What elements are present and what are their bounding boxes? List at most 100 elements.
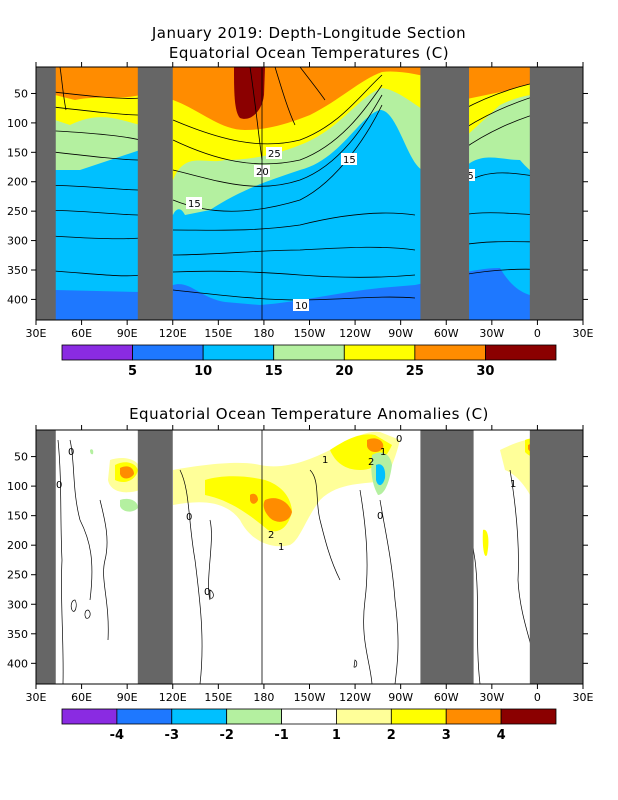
y-tick-label: 350 <box>7 628 28 641</box>
land-masks <box>36 430 583 684</box>
colorbar-label: 25 <box>406 364 424 379</box>
colorbar-swatch <box>226 708 282 725</box>
y-tick-label: 150 <box>7 510 28 523</box>
y-tick-label: 50 <box>14 451 28 464</box>
colorbar-swatch <box>281 708 337 725</box>
x-tick-label: 120E <box>159 327 187 340</box>
y-tick-label: 200 <box>7 176 28 189</box>
colorbar-label: 15 <box>265 364 283 379</box>
anomaly-region-cool-2 <box>376 464 386 486</box>
contour-label-15-b: 15 <box>188 199 201 210</box>
anomaly-label-0-f: 0 <box>396 434 402 445</box>
x-tick-label: 180 <box>253 327 274 340</box>
colorbar-label: -4 <box>110 728 124 743</box>
x-tick-label: 30E <box>26 691 47 704</box>
land-mask-3 <box>529 67 583 320</box>
colorbar-label: 3 <box>442 728 451 743</box>
chart2-title: Equatorial Ocean Temperature Anomalies (… <box>129 405 489 423</box>
anomaly-label-1-b: 1 <box>278 542 284 553</box>
y-tick-label: 250 <box>7 569 28 582</box>
y-tick-label: 300 <box>7 235 28 248</box>
x-tick-label: 30E <box>573 691 594 704</box>
colorbar-label: 30 <box>476 364 494 379</box>
anomaly-axes: 30E 60E 90E 120E 150E 180 150W 120W 90W 60W 30W 0 30… <box>7 425 594 704</box>
anomaly-region-cool-west <box>120 498 138 512</box>
land-mask-3 <box>529 430 583 684</box>
land-mask-2 <box>420 67 470 320</box>
colorbar-label: -1 <box>274 728 288 743</box>
colorbar-swatch <box>202 344 275 361</box>
anomaly-contour-labels: 0 0 0 0 0 1 1 2 2 1 0 1 <box>56 434 516 598</box>
colorbar-label: 5 <box>128 364 137 379</box>
x-tick-label: 120W <box>339 327 371 340</box>
chart1-subtitle: Equatorial Ocean Temperatures (C) <box>169 44 449 62</box>
temperature-panel: 25 20 15 15 15 10 30E 60E 90E 120E 150E 180 15… <box>7 62 594 379</box>
x-tick-label: 150W <box>294 691 326 704</box>
x-tick-label: 150E <box>204 691 232 704</box>
temp-warm-pool <box>234 67 265 119</box>
y-tick-label: 400 <box>7 657 28 670</box>
x-tick-label: 120W <box>339 691 371 704</box>
temperature-field: 25 20 15 15 15 10 <box>36 67 583 320</box>
x-tick-label: 30W <box>479 691 504 704</box>
anomaly-panel: 0 0 0 0 0 1 1 2 2 1 0 1 30E 60E 90E 120E 150… <box>7 425 594 743</box>
contour-label-15-a: 15 <box>343 155 356 166</box>
land-mask-0 <box>36 67 56 320</box>
land-mask-1 <box>137 67 173 320</box>
anomaly-label-0-e: 0 <box>377 511 383 522</box>
colorbar-swatch <box>336 708 392 725</box>
anomaly-label-1-d: 1 <box>510 479 516 490</box>
x-tick-label: 90E <box>117 691 138 704</box>
temp-axes: 30E 60E 90E 120E 150E 180 150W 120W 90W 60W 30W 0 30… <box>7 62 594 340</box>
x-tick-label: 150E <box>204 327 232 340</box>
x-tick-label: 60W <box>434 327 459 340</box>
land-mask-2 <box>420 430 474 684</box>
y-tick-label: 200 <box>7 539 28 552</box>
colorbar-swatch <box>485 344 557 361</box>
y-tick-label: 400 <box>7 293 28 306</box>
land-masks <box>36 67 583 320</box>
anomaly-region-3-4-west <box>120 466 134 479</box>
colorbar-swatch <box>61 344 133 361</box>
x-tick-label: 60E <box>71 327 92 340</box>
x-tick-label: 0 <box>534 327 541 340</box>
x-tick-label: 90W <box>388 327 413 340</box>
anomaly-region-2-3-small <box>482 529 489 556</box>
y-tick-label: 300 <box>7 598 28 611</box>
x-tick-label: 60E <box>71 691 92 704</box>
anomaly-region-3-4-small <box>250 493 258 504</box>
x-tick-label: 90W <box>388 691 413 704</box>
anomaly-region-3-4-east <box>367 438 384 453</box>
anomaly-field: 0 0 0 0 0 1 1 2 2 1 0 1 <box>36 430 583 684</box>
anomaly-label-2-a: 2 <box>268 530 274 541</box>
colorbar-swatch <box>343 344 416 361</box>
x-tick-label: 150W <box>294 327 326 340</box>
y-tick-label: 250 <box>7 205 28 218</box>
colorbar-swatch <box>116 708 173 725</box>
anomaly-label-1-c: 1 <box>380 447 386 458</box>
colorbar-swatch <box>273 344 345 361</box>
x-tick-label: 30E <box>573 327 594 340</box>
colorbar-swatch <box>171 708 228 725</box>
colorbar-swatch <box>61 708 118 725</box>
land-mask-1 <box>137 430 173 684</box>
anomaly-label-1-a: 1 <box>322 455 328 466</box>
x-tick-label: 60W <box>434 691 459 704</box>
colorbar-label: -2 <box>219 728 233 743</box>
colorbar-label: 4 <box>497 728 506 743</box>
x-tick-label: 180 <box>253 691 274 704</box>
x-tick-label: 30E <box>26 327 47 340</box>
anomaly-label-0-b: 0 <box>56 480 62 491</box>
anomaly-region-cool-small <box>90 449 94 455</box>
contour-label-10: 10 <box>295 301 308 312</box>
colorbar-label: 1 <box>332 728 341 743</box>
x-tick-label: 0 <box>534 691 541 704</box>
anomaly-label-0-a: 0 <box>68 447 74 458</box>
chart1-title: January 2019: Depth-Longitude Section <box>151 24 466 42</box>
y-tick-label: 150 <box>7 146 28 159</box>
colorbar-swatch <box>414 344 486 361</box>
colorbar-swatch <box>500 708 557 725</box>
x-tick-label: 120E <box>159 691 187 704</box>
colorbar-swatch <box>445 708 502 725</box>
